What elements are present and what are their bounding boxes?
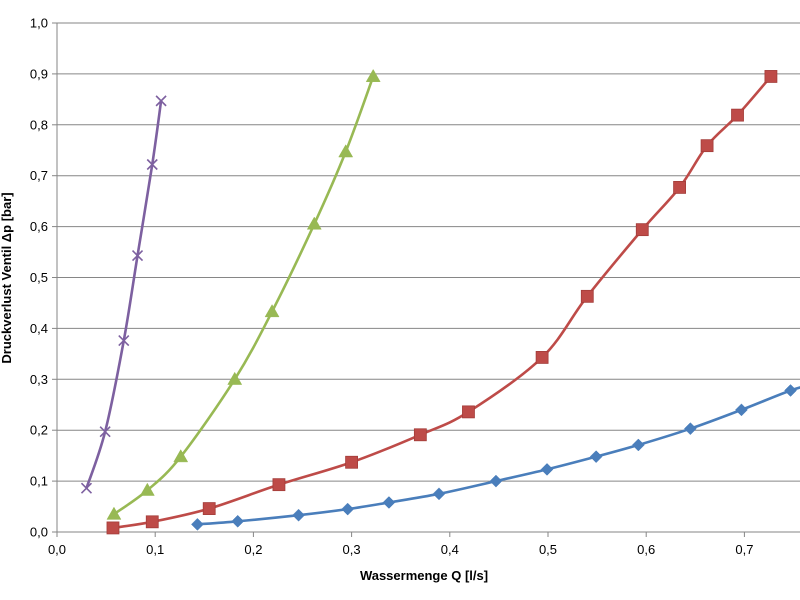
x-tick-label: 0,6 [637, 542, 655, 557]
series-line [197, 386, 800, 526]
gridlines [57, 22, 800, 482]
data-point-diamond [231, 514, 245, 528]
data-point-x [155, 95, 167, 107]
series-layer [80, 68, 800, 535]
data-point-square [202, 502, 216, 515]
x-tick-label: 0,4 [441, 542, 459, 557]
data-point-x-stroke [118, 335, 130, 347]
series-1 [191, 384, 800, 531]
data-point-square [673, 181, 686, 194]
y-tick-label: 0,0 [30, 525, 48, 540]
y-axis-title: Druckverlust Ventil Δp [bar] [0, 192, 14, 363]
data-point-square [535, 351, 549, 364]
data-point-square [345, 455, 359, 469]
data-point-x-stroke [155, 95, 167, 107]
data-point-triangle [227, 371, 243, 385]
data-point-x [146, 158, 158, 171]
y-tick-label: 0,5 [30, 270, 48, 285]
data-point-diamond [489, 474, 503, 488]
data-point-diamond [540, 463, 554, 476]
data-point-triangle [264, 304, 280, 318]
x-tick-label: 0,0 [48, 542, 66, 557]
data-point-triangle [173, 449, 189, 463]
data-point-square [700, 139, 714, 153]
data-point-diamond [735, 403, 748, 417]
x-tick-label: 0,7 [735, 542, 753, 557]
data-point-x [118, 335, 130, 347]
data-point-triangle [106, 506, 122, 520]
y-tick-label: 0,2 [30, 423, 48, 438]
data-point-square [462, 405, 475, 419]
y-tick-label: 0,4 [30, 321, 48, 336]
series-line [113, 75, 375, 516]
data-point-x-stroke [80, 482, 93, 494]
data-point-x-stroke [146, 158, 158, 171]
data-point-x [131, 250, 144, 262]
data-point-square [731, 108, 744, 122]
data-point-square [106, 521, 120, 535]
data-point-triangle [365, 68, 381, 82]
data-point-square [764, 70, 778, 83]
x-tick-label: 0,2 [244, 542, 262, 557]
x-tick-label: 0,3 [343, 542, 361, 557]
data-point-triangle [306, 216, 322, 230]
axes [52, 22, 800, 537]
data-point-x-stroke [99, 426, 111, 438]
y-tick-label: 0,8 [30, 117, 48, 132]
y-tick-label: 1,0 [30, 16, 48, 31]
data-point-x [99, 426, 111, 438]
data-point-triangle [139, 482, 155, 496]
series-2 [106, 70, 778, 535]
data-point-diamond [589, 450, 603, 464]
data-point-diamond [684, 422, 697, 436]
y-tick-label: 0,1 [30, 474, 48, 489]
y-tick-label: 0,3 [30, 372, 48, 387]
series-line [112, 75, 772, 530]
series-4 [80, 95, 167, 494]
data-point-square [580, 289, 594, 303]
y-tick-label: 0,6 [30, 219, 48, 234]
data-point-diamond [382, 496, 396, 509]
y-tick-label: 0,9 [30, 66, 48, 81]
data-point-square [413, 428, 427, 442]
data-point-diamond [631, 438, 645, 452]
data-point-diamond [341, 502, 355, 516]
data-point-diamond [784, 384, 797, 397]
data-point-square [635, 223, 649, 237]
y-tick-label: 0,7 [30, 168, 48, 183]
data-point-diamond [292, 508, 305, 522]
data-point-diamond [191, 518, 204, 531]
x-tick-label: 0,5 [539, 542, 557, 557]
x-tick-label: 0,1 [146, 542, 164, 557]
data-point-square [145, 515, 159, 529]
x-axis-title: Wassermenge Q [l/s] [360, 568, 488, 583]
series-3 [106, 68, 381, 520]
data-point-x [80, 482, 93, 494]
data-point-triangle [338, 144, 354, 158]
tick-labels: 0,0 0,1 0,2 0,3 0,4 0,5 0,6 0,7 0,8 0,9 1,0 0,0 0,1 0… [30, 16, 754, 558]
data-point-x-stroke [131, 250, 144, 262]
data-point-square [272, 478, 286, 492]
data-point-diamond [432, 487, 446, 501]
